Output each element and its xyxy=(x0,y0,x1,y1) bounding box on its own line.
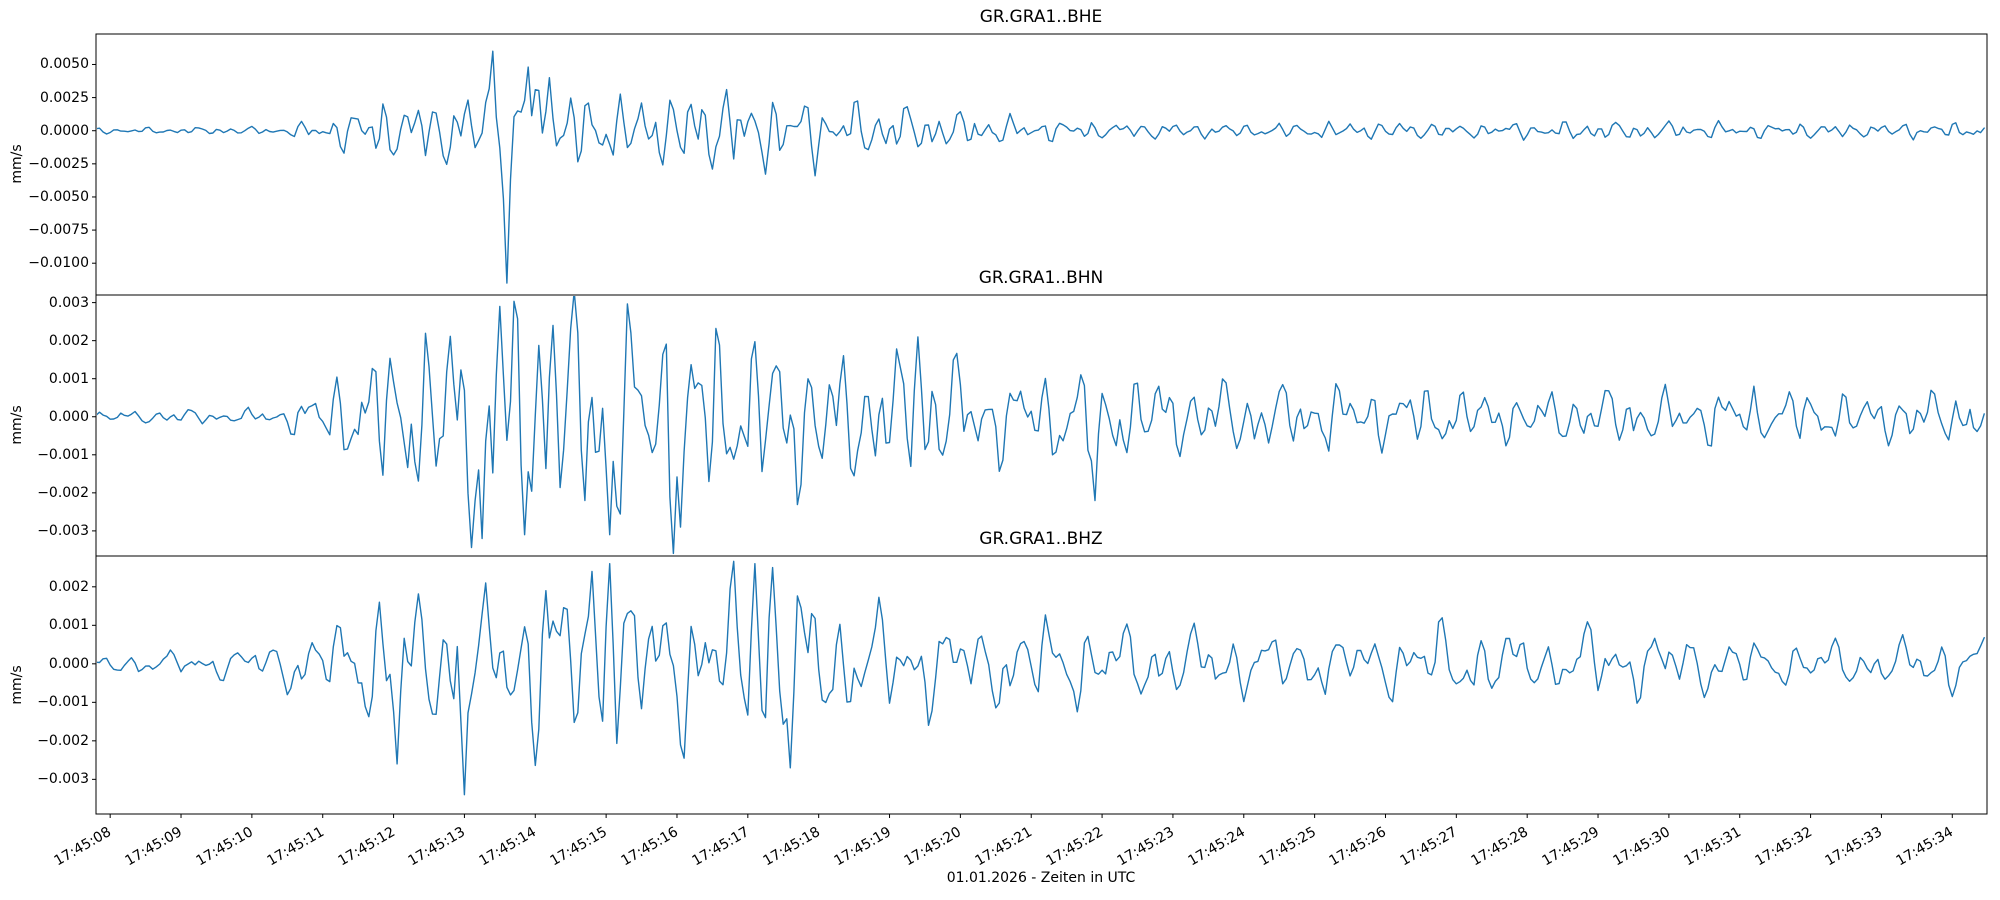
y-tick-label: −0.001 xyxy=(37,446,89,463)
waveform-layer xyxy=(97,50,1985,796)
axes-border-1 xyxy=(95,294,1988,557)
y-tick-label: 0.002 xyxy=(48,332,89,349)
axes-border-2 xyxy=(95,555,1988,815)
axes-layer xyxy=(92,33,1988,818)
y-tick-label: 0.0025 xyxy=(40,89,89,106)
waveform-trace-gr-gra1-bhn xyxy=(97,296,1985,555)
waveform-trace-gr-gra1-bhe xyxy=(97,50,1985,284)
y-tick-label: −0.001 xyxy=(37,694,89,711)
y-tick-label: −0.0050 xyxy=(28,188,89,205)
y-tick-label: 0.0000 xyxy=(40,122,89,139)
subplot-title-bhz: GR.GRA1..BHZ xyxy=(979,529,1103,549)
y-tick-label: −0.002 xyxy=(37,484,89,501)
y-tick-label: 0.000 xyxy=(48,408,89,425)
axes-border-0 xyxy=(95,33,1988,296)
y-tick-label: −0.0025 xyxy=(28,155,89,172)
y-tick-label: −0.003 xyxy=(37,771,89,788)
y-tick-label: −0.003 xyxy=(37,522,89,539)
y-axis-label-bhz: mm/s xyxy=(9,665,25,705)
y-tick-label: 0.001 xyxy=(48,370,89,387)
y-tick-label: 0.000 xyxy=(48,655,89,672)
y-tick-label: 0.0050 xyxy=(40,56,89,73)
y-tick-label: −0.002 xyxy=(37,732,89,749)
waveform-trace-gr-gra1-bhz xyxy=(97,560,1985,796)
subplot-title-bhn: GR.GRA1..BHN xyxy=(978,268,1104,288)
subplot-title-bhe: GR.GRA1..BHE xyxy=(979,7,1103,27)
y-tick-label: −0.0100 xyxy=(28,255,89,272)
y-tick-label: 0.002 xyxy=(48,578,89,595)
y-tick-label: 0.001 xyxy=(48,617,89,634)
y-tick-label: −0.0075 xyxy=(28,222,89,239)
x-axis-label: 01.01.2026 - Zeiten in UTC xyxy=(946,870,1136,886)
y-tick-label: 0.003 xyxy=(48,294,89,311)
